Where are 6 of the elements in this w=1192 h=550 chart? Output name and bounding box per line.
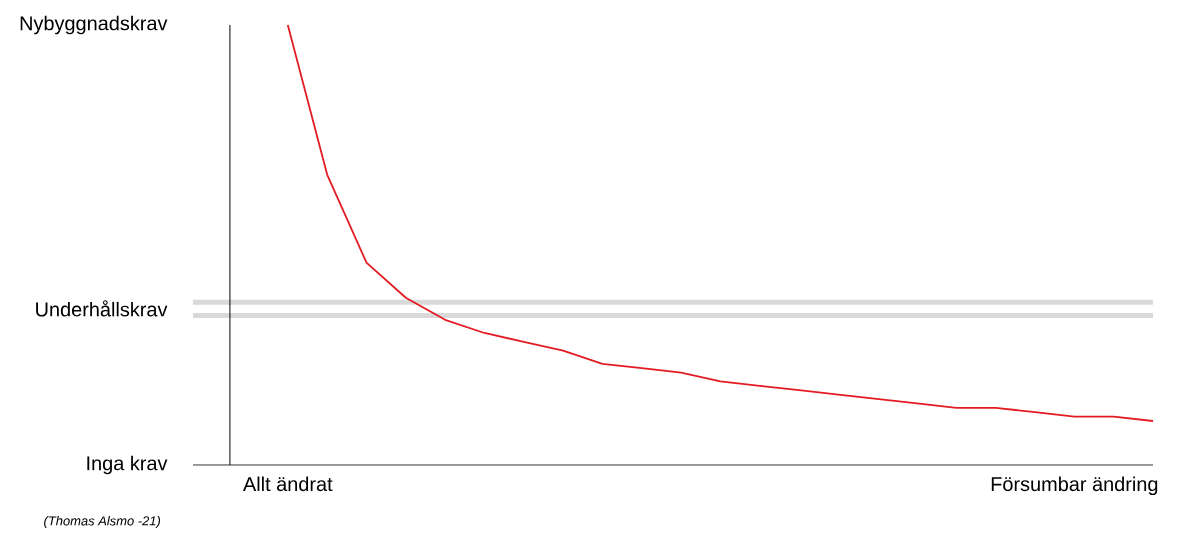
text: (Thomas Alsmo -21) (44, 515, 161, 529)
x-tick-label: Försumbar ändring (991, 476, 1158, 496)
text: Inga krav (87, 455, 168, 475)
ref-line-label: Underhållskrav (36, 300, 168, 317)
text: Nybyggnadskrav (20, 15, 168, 35)
x-tick-label: Allt ändrat (242, 476, 333, 492)
